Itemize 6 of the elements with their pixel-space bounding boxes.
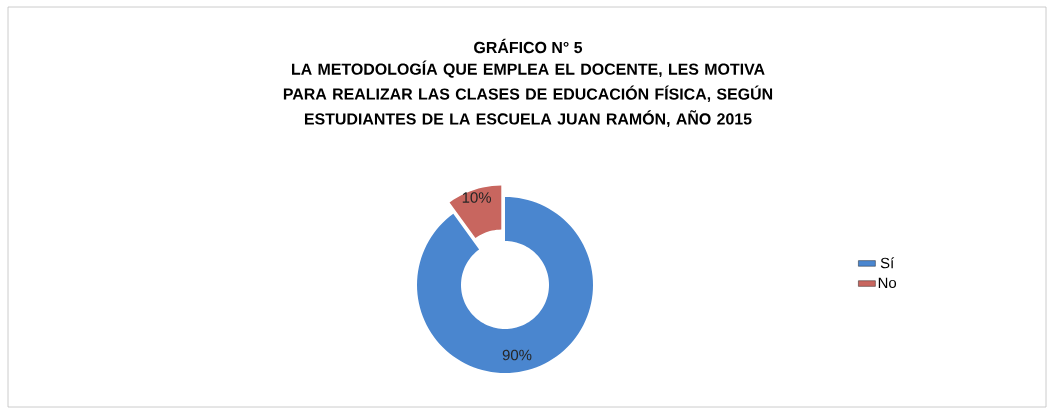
legend-label: No — [878, 277, 897, 289]
chart-title: GRÁFICO N° 5 — [474, 38, 583, 54]
legend-label: Sí — [880, 257, 895, 269]
data-label: 90% — [502, 349, 532, 361]
data-label: 10% — [462, 192, 492, 203]
chart-subtitle: LA METODOLOGÍA QUE EMPLEA EL DOCENTE, LES MOTIVA PARA REALIZAR LAS CLASES DE EDUCACIÓN FÍSICA, SEGÚN ESTUDIANTES DE LA ESCUELA JUAN RAMÓN, AÑO 2015 — [283, 60, 773, 127]
